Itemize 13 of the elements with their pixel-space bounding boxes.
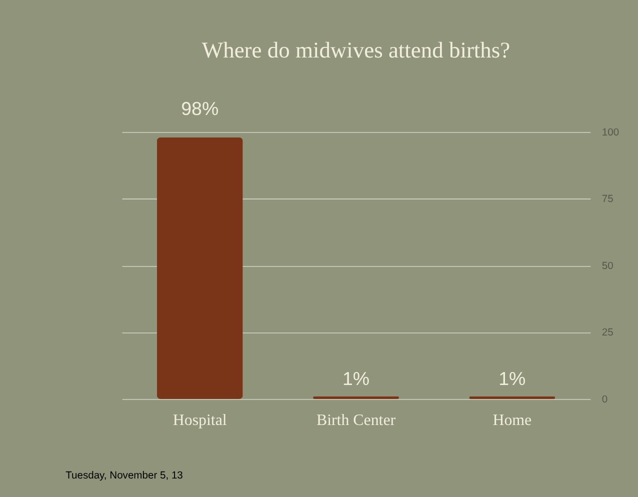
text: Tuesday, November 5, 13 bbox=[66, 470, 184, 482]
x-tick-label: Home bbox=[492, 412, 532, 429]
y-tick-label: 100 bbox=[602, 127, 620, 138]
y-tick-label: 50 bbox=[602, 260, 614, 272]
chart-title: Where do midwives attend births? bbox=[202, 38, 510, 63]
data-label: 1% bbox=[342, 368, 370, 390]
data-label: 1% bbox=[498, 368, 526, 390]
y-tick-label: 25 bbox=[602, 328, 614, 339]
x-tick-label: Hospital bbox=[172, 412, 228, 429]
y-tick-label: 0 bbox=[602, 394, 608, 406]
x-tick-label: Birth Center bbox=[316, 412, 396, 429]
data-label: 98% bbox=[181, 98, 219, 119]
y-tick-label: 75 bbox=[602, 194, 614, 206]
